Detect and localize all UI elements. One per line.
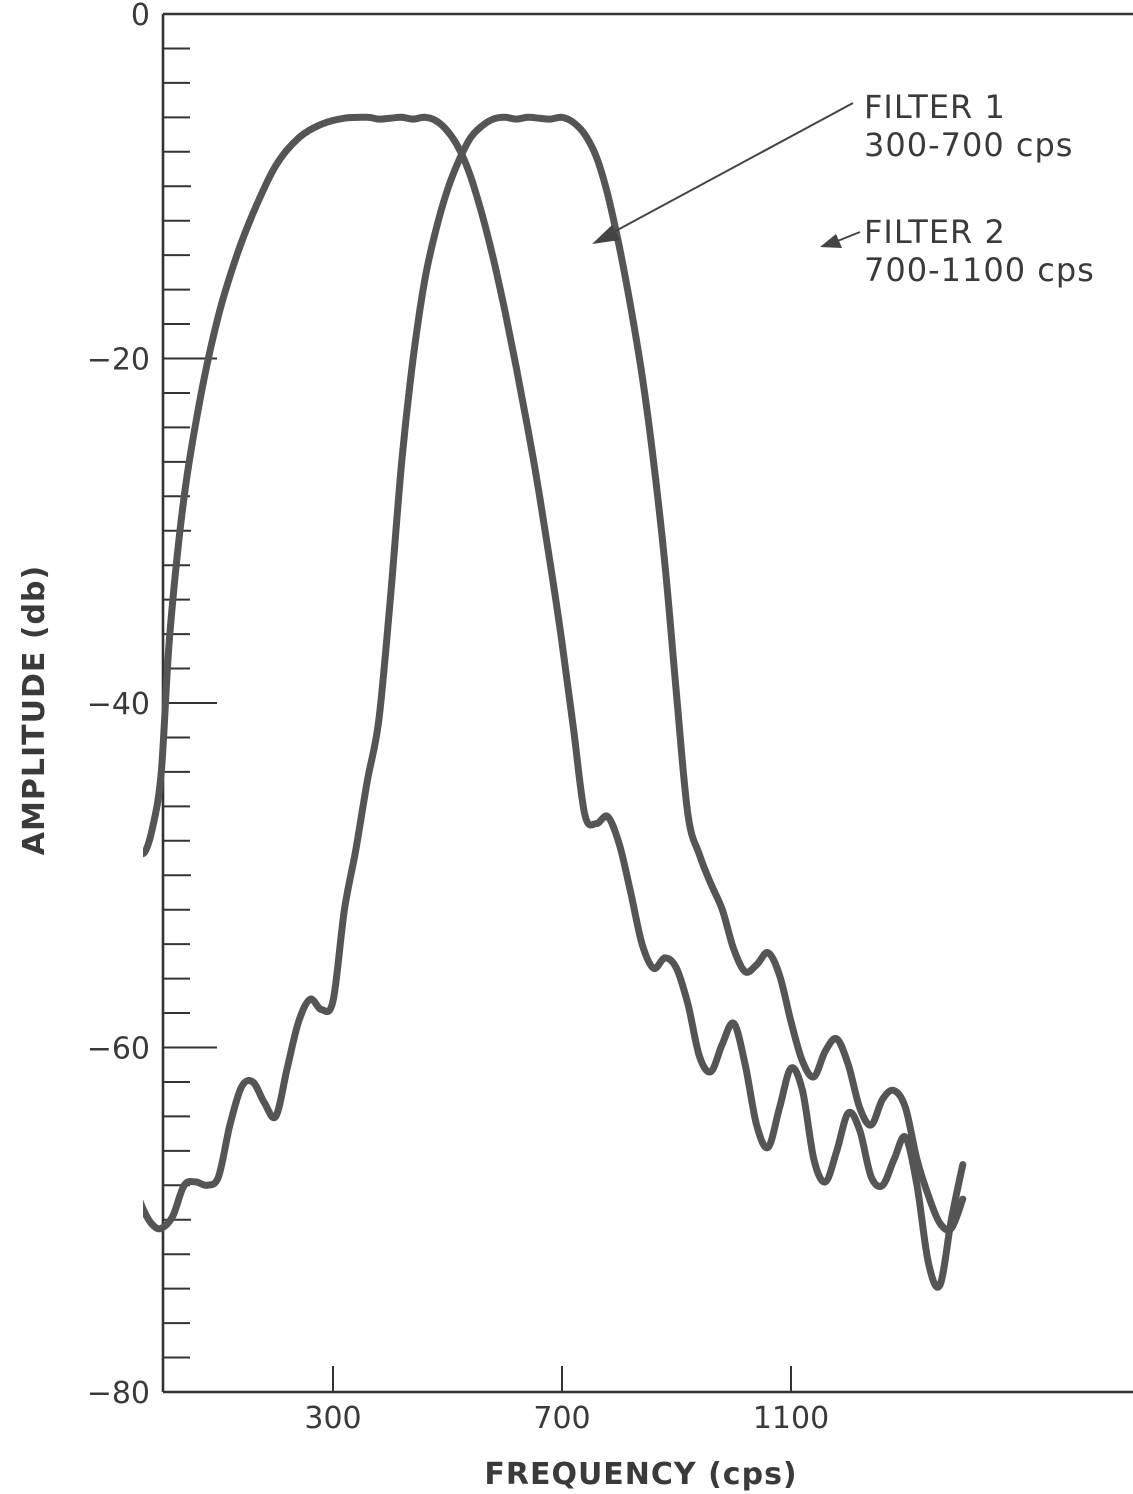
- x-axis-title: FREQUENCY (cps): [484, 1457, 797, 1492]
- filter-2-arrow-line: [834, 231, 861, 243]
- series: [143, 113, 967, 1291]
- filter-2-range: 700-1100 cps: [864, 251, 1095, 289]
- series-line-filter-1: [143, 113, 967, 1291]
- y-tick-label: −40: [87, 687, 150, 722]
- y-tick-label: 0: [131, 0, 150, 33]
- y-tick-label: −60: [87, 1032, 150, 1067]
- filter-1-label: FILTER 1: [864, 88, 1006, 126]
- filter-2-arrow-head: [820, 234, 842, 248]
- axis-ticks: 0 −20 −40 −60 −80 300 700 1100: [87, 0, 829, 1436]
- filter-1-arrow-line: [609, 102, 854, 235]
- x-tick-label: 1100: [753, 1401, 829, 1436]
- y-axis-title: AMPLITUDE (db): [17, 565, 52, 855]
- annotation-filter-2: FILTER 2 700-1100 cps: [820, 213, 1095, 289]
- x-tick-label: 300: [304, 1401, 361, 1436]
- filter-1-range: 300-700 cps: [864, 126, 1073, 164]
- y-tick-label: −20: [87, 343, 150, 378]
- x-tick-label: 700: [533, 1401, 590, 1436]
- series-line-filter-2: [143, 113, 967, 1234]
- filter-1-arrow-head: [592, 225, 620, 244]
- annotation-filter-1: FILTER 1 300-700 cps: [592, 88, 1073, 244]
- y-tick-label: −80: [87, 1376, 150, 1411]
- filter-2-label: FILTER 2: [864, 213, 1006, 251]
